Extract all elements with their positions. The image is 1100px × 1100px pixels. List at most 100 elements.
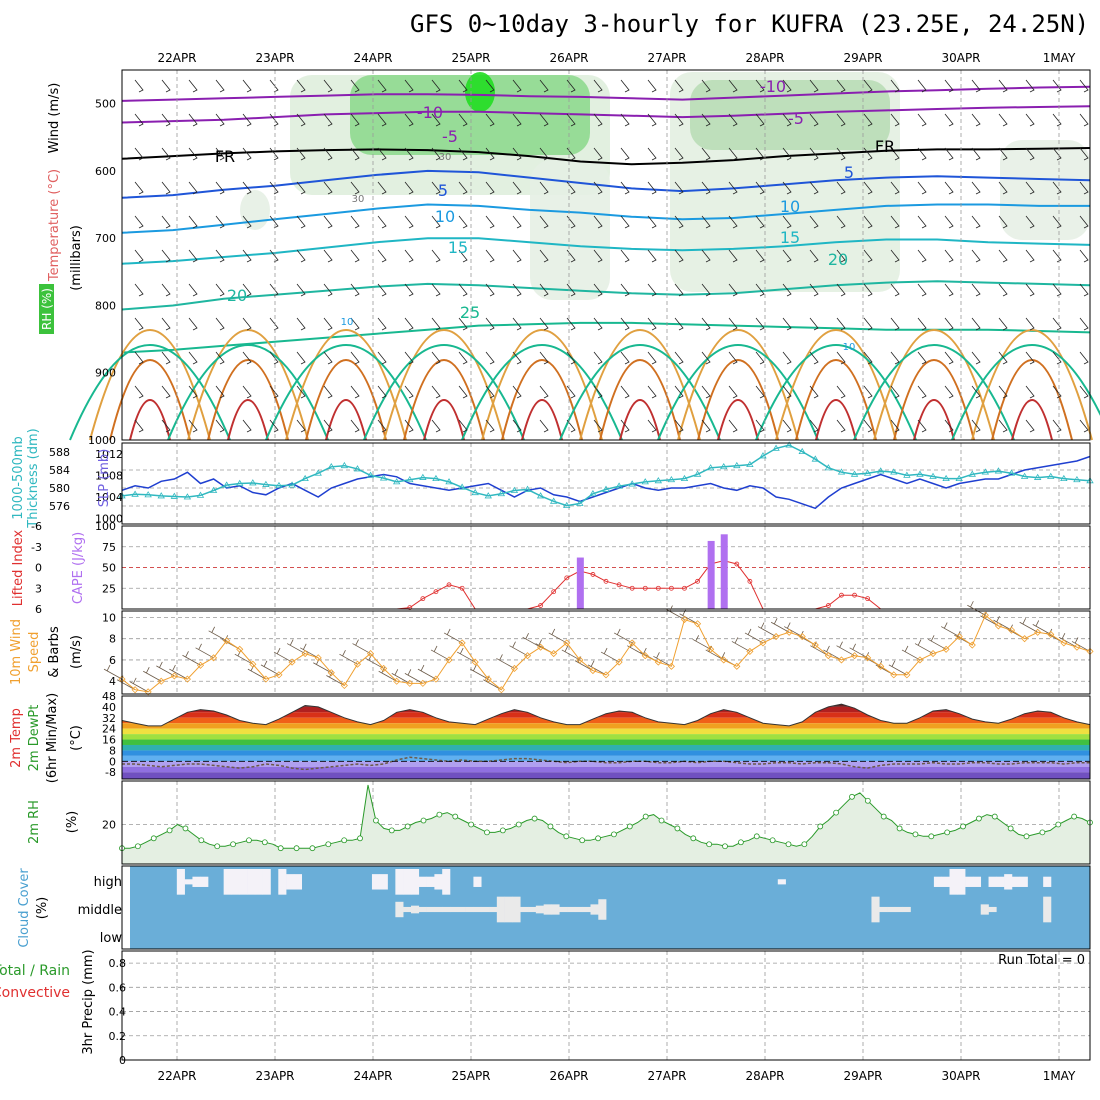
wind-barb-10m: [300, 643, 319, 659]
wind-barb: [1025, 385, 1035, 399]
wind-marker: [445, 656, 453, 664]
wind-barb: [485, 79, 495, 93]
date-label-top: 28APR: [745, 51, 784, 65]
cloud-cell-middle: [894, 906, 903, 913]
slp-marker: [994, 467, 1003, 474]
cloud-cell-high: [1011, 876, 1021, 887]
wind-barb: [296, 317, 306, 331]
wind-barb: [917, 215, 927, 229]
wind-barb: [566, 113, 576, 127]
wind-barb-10m: [744, 628, 764, 644]
cloud-cell-middle: [871, 896, 880, 923]
cloud-cell-middle: [520, 906, 529, 913]
cloud-cell-middle: [590, 904, 599, 915]
isotherm-20: [121, 280, 1091, 311]
wind-barb: [188, 215, 198, 229]
wind-barb: [269, 385, 279, 399]
wind-barb: [701, 181, 711, 195]
rh-marker: [277, 845, 284, 852]
wind-barb: [620, 283, 630, 297]
contour-label: FR: [875, 137, 895, 156]
wind-barb: [998, 249, 1008, 263]
wind-barb: [782, 351, 792, 365]
wind-marker: [1034, 628, 1042, 636]
wind-barb: [539, 79, 549, 93]
wind-barb: [431, 215, 441, 229]
wind-barb: [485, 351, 495, 365]
wind-barb: [971, 181, 981, 195]
thickness-line: [121, 455, 1091, 510]
wind-barb: [701, 385, 711, 399]
slp-marker: [458, 483, 466, 490]
wind-barb: [485, 147, 495, 161]
rh-marker: [611, 831, 617, 838]
wind-barb: [188, 79, 198, 93]
wind-barb: [134, 147, 144, 161]
precip-tick: 0.2: [109, 1030, 127, 1043]
boundary-contour: [815, 399, 857, 441]
wind-barb-10m: [679, 609, 698, 625]
wind-barb: [350, 317, 360, 331]
wind-barb: [1025, 79, 1035, 93]
wind-barb: [431, 283, 441, 297]
wind-barb: [323, 385, 333, 399]
date-label-top: 23APR: [255, 51, 294, 65]
wind-barb: [512, 317, 522, 331]
wind-barb: [782, 79, 792, 93]
wind-barb: [998, 283, 1008, 297]
wind-barb: [350, 181, 360, 195]
boundary-contour: [109, 359, 191, 441]
li-marker: [865, 596, 871, 602]
wind-barb: [1052, 249, 1062, 263]
wind-barb: [890, 79, 900, 93]
wind-barb: [674, 419, 684, 433]
wind-barb: [188, 317, 198, 331]
wind-speed-line: [121, 614, 1091, 693]
wind-marker: [811, 641, 819, 649]
wind-marker: [877, 662, 885, 670]
wind-barb-10m: [561, 645, 581, 661]
wind-barb: [188, 385, 198, 399]
wind-barb: [971, 249, 981, 263]
wind-marker: [275, 671, 283, 679]
rh-marker: [833, 809, 839, 816]
wind-barb: [404, 215, 414, 229]
wind-barb-10m: [653, 652, 672, 667]
slp-marker: [968, 470, 976, 477]
slp-marker: [484, 492, 492, 499]
cloud-cell-middle: [879, 906, 888, 913]
cloud-cell-middle: [559, 906, 568, 913]
wind-marker: [942, 645, 950, 653]
wind-barb: [404, 147, 414, 161]
wind-barb: [674, 113, 684, 127]
wind-barb: [350, 419, 360, 433]
wind-barb: [809, 215, 819, 229]
wind-barb: [809, 419, 819, 433]
wind-barb: [836, 317, 846, 331]
wind-barb: [512, 385, 522, 399]
wind-barb: [1079, 317, 1089, 331]
contour-label: -10: [417, 103, 443, 122]
rh-marker: [1055, 821, 1062, 828]
wind-barb: [458, 181, 468, 195]
wind-barb: [458, 317, 468, 331]
wind-barb-10m: [836, 641, 855, 657]
wind-marker: [824, 652, 832, 660]
slp-marker: [353, 465, 362, 472]
date-label-top: 24APR: [353, 51, 392, 65]
wind-barb: [242, 283, 252, 297]
wind-marker: [576, 656, 584, 664]
wind-barb: [701, 215, 711, 229]
wind-barb: [323, 113, 333, 127]
wind-barb-10m: [273, 647, 293, 663]
cloud-cell-middle: [551, 904, 560, 915]
wind-barb: [512, 147, 522, 161]
wind-barb: [323, 79, 333, 93]
wind-barb: [323, 249, 333, 263]
boundary-contour: [423, 399, 465, 441]
li-marker: [747, 578, 753, 584]
thickness-ylabel-2: Thickness (dm): [26, 428, 41, 528]
wind-barb: [863, 385, 873, 399]
wind-barb: [458, 215, 468, 229]
wind-barb: [917, 181, 927, 195]
